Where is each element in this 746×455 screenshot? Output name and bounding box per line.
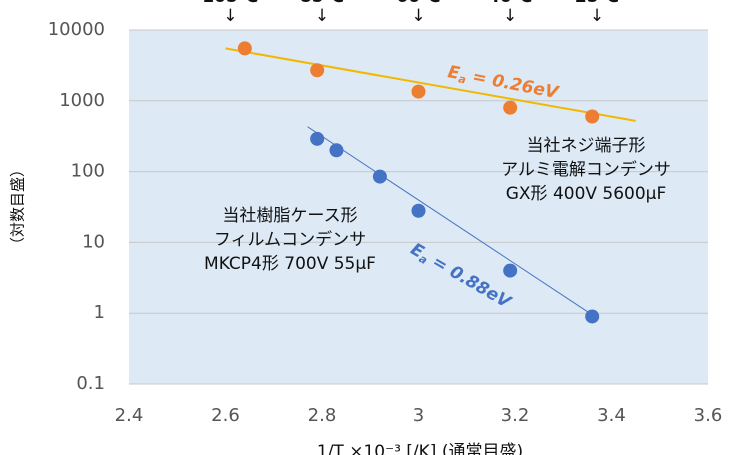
x-tick-label: 3.4	[597, 405, 626, 426]
trendline	[307, 126, 593, 316]
series-label: フィルムコンデンサ	[214, 229, 366, 250]
series-label: GX形 400V 5600μF	[506, 184, 667, 204]
e-symbol: E	[446, 62, 462, 84]
point	[372, 169, 387, 184]
point	[585, 109, 600, 124]
x-tick-label: 3.6	[694, 405, 723, 426]
point	[310, 131, 325, 146]
point	[411, 203, 426, 218]
series-label: アルミ電解コンデンサ	[501, 159, 671, 180]
x-tick-label: 3.2	[501, 405, 530, 426]
temperature-label: 85℃	[300, 0, 344, 7]
temperature-arrow: ↓	[411, 6, 425, 26]
temperature-label: 40℃	[488, 0, 532, 7]
e-subscript: a	[457, 72, 467, 86]
series-label: MKCP4形 700V 55μF	[204, 254, 376, 274]
point	[411, 84, 426, 99]
point	[310, 63, 325, 78]
point	[503, 263, 518, 278]
point	[585, 309, 600, 324]
y-axis-label: （対数目盛）	[9, 162, 27, 252]
trendline	[225, 47, 636, 122]
y-tick-label: 100	[71, 161, 105, 182]
temperature-arrow: ↓	[590, 6, 604, 26]
x-tick-label: 2.6	[211, 405, 240, 426]
x-tick-label: 3	[413, 405, 424, 426]
x-tick-label: 2.8	[308, 405, 337, 426]
y-tick-label: 0.1	[76, 373, 105, 394]
temperature-arrow: ↓	[503, 6, 517, 26]
y-tick-label: 1	[94, 302, 105, 323]
temperature-label: 60℃	[396, 0, 440, 7]
temperature-label: 105℃	[202, 0, 258, 7]
series-label: 当社ネジ端子形	[527, 136, 646, 156]
series-label: 当社樹脂ケース形	[222, 206, 357, 226]
temperature-arrow: ↓	[315, 6, 329, 26]
y-tick-label: 10000	[48, 19, 105, 40]
y-tick-label: 10	[82, 231, 105, 252]
y-tick-label: 1000	[59, 90, 105, 111]
point	[329, 143, 344, 158]
x-axis-label: 1/T ×10⁻³ [/K] (通常目盛)	[317, 442, 523, 455]
temperature-label: 25℃	[575, 0, 619, 7]
point	[237, 41, 252, 56]
point	[503, 100, 518, 115]
x-tick-label: 2.4	[115, 405, 144, 426]
temperature-arrow: ↓	[223, 6, 237, 26]
